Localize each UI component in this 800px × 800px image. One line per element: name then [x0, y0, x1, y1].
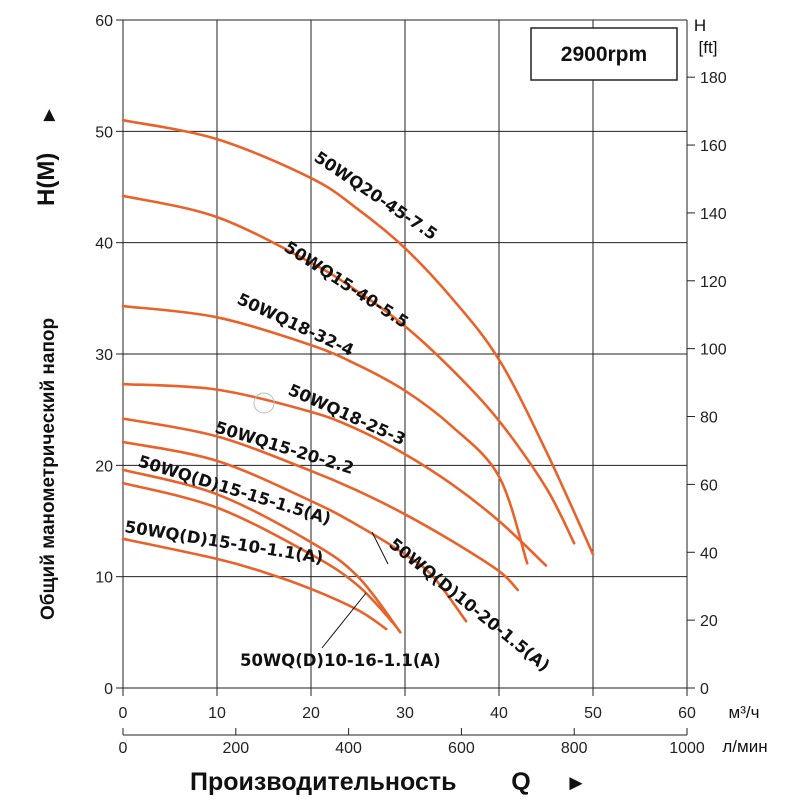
curve-50wq-d-15-10-1-1-a- [121, 537, 388, 631]
x-unit-m3h: м³/ч [729, 703, 760, 722]
x-axis-title: Производительность [190, 768, 456, 796]
y-tick-label-10: 10 [95, 570, 113, 587]
x2-tick-label-600: 600 [448, 740, 475, 757]
y2-tick-label-0: 0 [700, 681, 709, 698]
speed-badge-text: 2900rpm [561, 43, 647, 66]
x-tick-label-10: 10 [208, 705, 226, 722]
x2-tick-label-1000: 1000 [669, 740, 705, 757]
x-tick-label-60: 60 [678, 705, 696, 722]
y-tick-label-60: 60 [95, 13, 113, 30]
x-tick-label-0: 0 [119, 705, 128, 722]
x-axis-ticks-lmin: 0 200 400 600 800 1000 [119, 728, 705, 757]
y2-tick-label-180: 180 [700, 70, 727, 87]
y-tick-label-30: 30 [95, 347, 113, 364]
y-axis-ticks-m: 0 10 20 30 40 50 60 [95, 13, 123, 698]
y-tick-label-20: 20 [95, 458, 113, 475]
x-axis-arrow: ► [565, 770, 587, 795]
y2-tick-label-100: 100 [700, 342, 727, 359]
x-tick-label-40: 40 [490, 705, 508, 722]
x-tick-label-50: 50 [584, 705, 602, 722]
curve-label-50wq20-45-7-5: 50WQ20-45-7.5 [311, 148, 441, 244]
y2-unit-bottom: [ft] [699, 38, 718, 57]
y-axis-ticks-ft: 0 20 40 60 80 100 120 140 160 180 [687, 70, 727, 698]
x2-tick-label-200: 200 [222, 740, 249, 757]
x2-tick-label-800: 800 [561, 740, 588, 757]
curve-label-50wq18-32-4: 50WQ18-32-4 [234, 289, 356, 360]
curve-50wq-d-10-20-1-5-a- [121, 440, 468, 623]
curve-50wq18-32-4 [121, 304, 529, 565]
performance-curves [121, 118, 595, 634]
curve-50wq15-20-2-2 [121, 417, 520, 592]
y-tick-label-50: 50 [95, 124, 113, 141]
y2-tick-label-160: 160 [700, 138, 727, 155]
curve-labels: 50WQ20-45-7.550WQ15-40-5.550WQ18-32-450W… [123, 148, 553, 676]
leader-line-10-16 [321, 592, 367, 649]
leader-line-15-15 [371, 531, 389, 565]
y-axis-symbol: H(М) [33, 153, 60, 206]
curve-label-50wq-d-10-16-1-1-a-: 50WQ(D)10-16-1.1(A) [240, 651, 441, 670]
curve-50wq15-40-5-5 [121, 194, 576, 545]
y2-tick-label-40: 40 [700, 545, 718, 562]
curve-label-50wq15-20-2-2: 50WQ15-20-2.2 [213, 418, 356, 478]
y2-unit-top: H [694, 16, 706, 35]
cursor-marker [253, 392, 275, 414]
curve-50wq-d-15-15-1-5-a- [121, 468, 402, 634]
curve-50wq20-45-7-5 [121, 118, 595, 556]
curve-label-50wq18-25-3: 50WQ18-25-3 [285, 380, 408, 449]
x-axis-symbol: Q [511, 768, 530, 796]
x2-tick-label-0: 0 [119, 740, 128, 757]
x-unit-lmin: л/мин [722, 737, 767, 756]
y2-tick-label-20: 20 [700, 613, 718, 630]
y2-tick-label-140: 140 [700, 206, 727, 223]
speed-badge: 2900rpm [530, 27, 678, 81]
y2-tick-label-60: 60 [700, 477, 718, 494]
x-tick-label-20: 20 [302, 705, 320, 722]
x-tick-label-30: 30 [396, 705, 414, 722]
y-axis-title: Общий манометрический напор [38, 318, 59, 620]
x2-tick-label-400: 400 [335, 740, 362, 757]
x-axis-ticks-m3h: 0 10 20 30 40 50 60 [119, 688, 696, 722]
y-tick-label-0: 0 [104, 681, 113, 698]
y-axis-arrow: ► [38, 105, 60, 125]
grid [122, 19, 688, 689]
y2-tick-label-120: 120 [700, 274, 727, 291]
y2-tick-label-80: 80 [700, 410, 718, 427]
y-tick-label-40: 40 [95, 236, 113, 253]
curve-50wq18-25-3 [121, 382, 548, 567]
